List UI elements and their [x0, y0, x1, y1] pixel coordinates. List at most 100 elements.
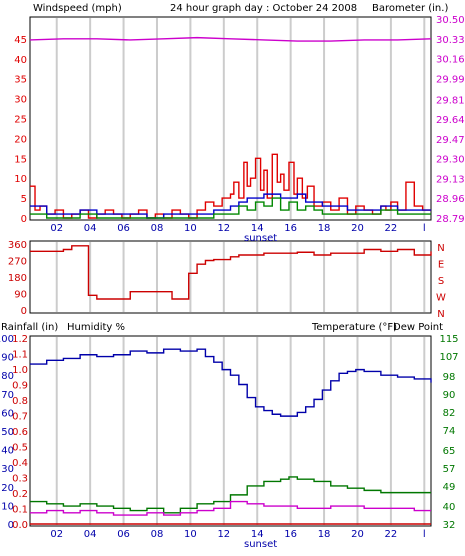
windspeed-tick-label: 40	[14, 55, 27, 66]
average-line	[30, 197, 431, 219]
temperature-tick-label: 65	[443, 446, 456, 457]
x-tick-label: 22	[385, 529, 398, 540]
wind-baro-grid	[55, 18, 426, 219]
rainfall-tick-label: 0.3	[12, 474, 28, 485]
temperature-tick-label: 32	[443, 520, 456, 531]
x-tick-label: 20	[351, 223, 364, 234]
humidity-tick-label: 100	[0, 334, 14, 345]
sunset-label: sunset	[244, 539, 277, 550]
chart-title: 24 hour graph day : October 24 2008	[170, 3, 357, 14]
rainfall-tick-label: 0.5	[12, 443, 28, 454]
humidity-axis-label: Humidity %	[67, 322, 125, 333]
temperature-tick-label: 98	[443, 372, 456, 383]
x-tick-label: 02	[50, 223, 63, 234]
x-tick-label: 04	[84, 223, 97, 234]
barometer-tick-label: 30.33	[436, 35, 465, 46]
humidity-tick-label: 20	[1, 483, 14, 494]
direction-tick-label: 360	[8, 240, 27, 251]
x-tick-label: 08	[151, 223, 164, 234]
compass-tick-label: S	[438, 276, 444, 287]
direction-line	[30, 245, 432, 300]
x-tick-label: 10	[184, 529, 197, 540]
wind-baro-series	[29, 36, 432, 219]
direction-tick-label: 0	[21, 306, 27, 317]
windspeed-tick-label: 35	[14, 75, 27, 86]
windspeed-tick-label: 0	[21, 214, 27, 225]
rainfall-tick-label: 0.9	[12, 381, 28, 392]
compass-tick-label: N	[437, 243, 444, 254]
x-tick-label: 06	[117, 529, 130, 540]
x-tick-label: 16	[284, 223, 297, 234]
rain-humidity-temp-plot-frame	[29, 335, 432, 527]
direction-tick-label: 90	[14, 290, 27, 301]
barometer-tick-label: 29.81	[436, 95, 465, 106]
humidity-tick-label: 80	[1, 371, 14, 382]
temperature-tick-label: 57	[443, 464, 456, 475]
compass-tick-label: W	[436, 293, 446, 304]
x-tick-label: 14	[251, 223, 264, 234]
wind-direction-grid	[55, 242, 426, 312]
x-tick-label: 18	[318, 529, 331, 540]
humidity-tick-label: 10	[1, 501, 14, 512]
x-tick-label: 20	[351, 529, 364, 540]
direction-tick-label: 270	[8, 257, 27, 268]
barometer-tick-label: 29.99	[436, 74, 465, 85]
temperature-tick-label: 74	[443, 426, 456, 437]
x-tick-label: 18	[318, 223, 331, 234]
barometer-tick-label: 30.50	[436, 15, 465, 26]
windspeed-tick-label: 20	[14, 134, 27, 145]
humidity-tick-label: 90	[1, 353, 14, 364]
barometer-tick-label: 29.13	[436, 174, 465, 185]
x-tick-label: 16	[284, 529, 297, 540]
windspeed-tick-label: 30	[14, 95, 27, 106]
windspeed-tick-label: 10	[14, 174, 27, 185]
rainfall-tick-label: 1.0	[12, 365, 28, 376]
humidity-tick-label: 40	[1, 446, 14, 457]
axis-tick-labels: 02 04 06 08 10 12 14 16 18 20 22 l sunset 02 04 06 08 10 1…	[0, 15, 465, 550]
barometer-tick-label: 29.64	[436, 115, 465, 126]
wind-baro-plot-frame	[29, 16, 432, 221]
rainfall-tick-label: 0.0	[12, 520, 28, 531]
humidity-tick-label: 0	[8, 520, 14, 531]
x-tick-label: 02	[50, 529, 63, 540]
humidity-tick-label: 30	[1, 464, 14, 475]
barometer-axis-label: Barometer (in.)	[372, 3, 448, 14]
x-tick-label: l	[423, 529, 426, 540]
barometer-tick-label: 28.96	[436, 194, 465, 205]
x-tick-label: 04	[84, 529, 97, 540]
temperature-tick-label: 107	[439, 352, 458, 363]
windspeed-tick-label: 25	[14, 115, 27, 126]
rain-humidity-temp-series	[30, 348, 432, 525]
wind-direction-series	[30, 245, 432, 300]
humidity-tick-label: 60	[1, 408, 14, 419]
rainfall-tick-label: 0.4	[12, 458, 28, 469]
sunset-label: sunset	[244, 233, 277, 244]
x-tick-label: 10	[184, 223, 197, 234]
barometer-line	[29, 36, 432, 42]
x-tick-label: 08	[151, 529, 164, 540]
rain-humidity-temp-grid	[55, 337, 426, 525]
rainfall-axis-label: Rainfall (in)	[1, 322, 58, 333]
x-tick-label: l	[423, 223, 426, 234]
x-tick-label: 12	[217, 223, 230, 234]
barometer-tick-label: 29.47	[436, 135, 465, 146]
x-tick-label: 14	[251, 529, 264, 540]
barometer-tick-label: 29.30	[436, 155, 465, 166]
barometer-tick-label: 28.79	[436, 214, 465, 225]
humidity-tick-label: 50	[1, 427, 14, 438]
humidity-line	[30, 348, 432, 417]
x-tick-label: 12	[217, 529, 230, 540]
x-tick-label: 06	[117, 223, 130, 234]
temperature-tick-label: 115	[439, 334, 458, 345]
gust-line	[30, 193, 431, 219]
temperature-tick-label: 82	[443, 408, 456, 419]
temperature-tick-label: 49	[443, 482, 456, 493]
compass-tick-label: N	[437, 309, 444, 320]
rainfall-tick-label: 0.7	[12, 412, 28, 423]
direction-tick-label: 180	[8, 273, 27, 284]
windspeed-axis-label: Windspeed (mph)	[33, 3, 122, 14]
windspeed-tick-label: 5	[21, 194, 27, 205]
rainfall-tick-label: 0.1	[12, 505, 28, 516]
